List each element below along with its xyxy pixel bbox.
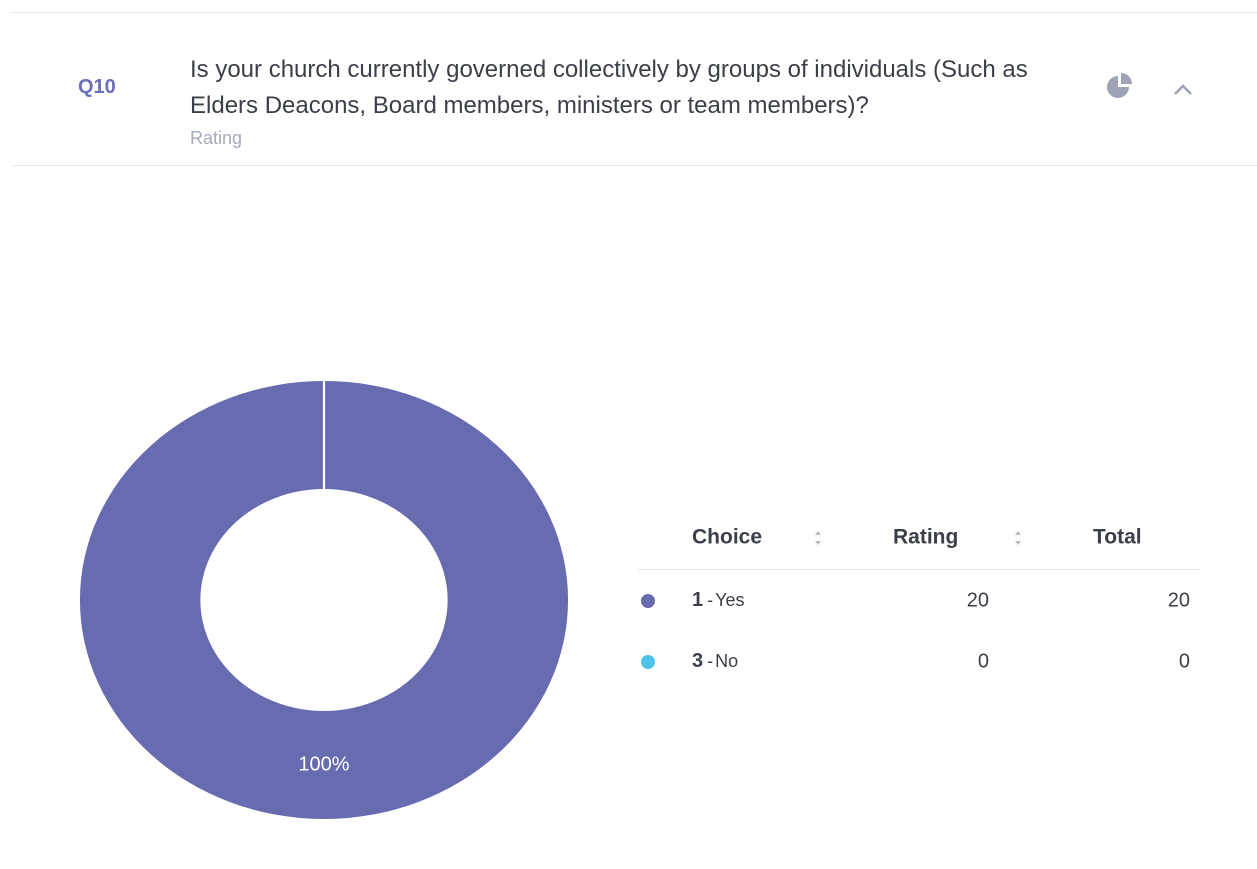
chart-icon[interactable] — [1107, 73, 1132, 98]
column-header: Total — [1093, 526, 1142, 549]
donut-slice — [79, 381, 569, 819]
question-type: Rating — [190, 128, 243, 148]
choice-key: 1 — [692, 589, 703, 611]
column-header: Choice — [692, 526, 762, 549]
choice-separator: - — [707, 651, 713, 671]
donut — [79, 381, 569, 819]
divider — [12, 12, 1257, 13]
sort-icon[interactable] — [815, 531, 821, 545]
choice-separator: - — [707, 590, 713, 610]
rating-cell: 20 — [967, 589, 989, 611]
slice-label: 100% — [298, 753, 349, 775]
collapse-chevron[interactable] — [1174, 84, 1192, 95]
choice-label: No — [715, 651, 738, 671]
total-cell: 0 — [1179, 650, 1190, 672]
column-header: Rating — [893, 526, 958, 549]
choice-cell: 1- Yes — [692, 589, 745, 611]
choice-label: Yes — [715, 590, 744, 610]
choice-cell: 3- No — [692, 650, 738, 672]
question-text: Elders Deacons, Board members, ministers… — [190, 92, 869, 119]
total-cell: 20 — [1168, 589, 1190, 611]
question-number: Q10 — [78, 76, 116, 98]
header-icons — [1107, 73, 1192, 98]
choice-key: 3 — [692, 650, 703, 672]
legend-dot — [641, 594, 655, 608]
rating-cell: 0 — [978, 650, 989, 672]
question-text: Is your church currently governed collec… — [190, 56, 1028, 83]
divider — [12, 165, 1257, 166]
sort-icon[interactable] — [1015, 531, 1021, 545]
legend-dot — [641, 655, 655, 669]
